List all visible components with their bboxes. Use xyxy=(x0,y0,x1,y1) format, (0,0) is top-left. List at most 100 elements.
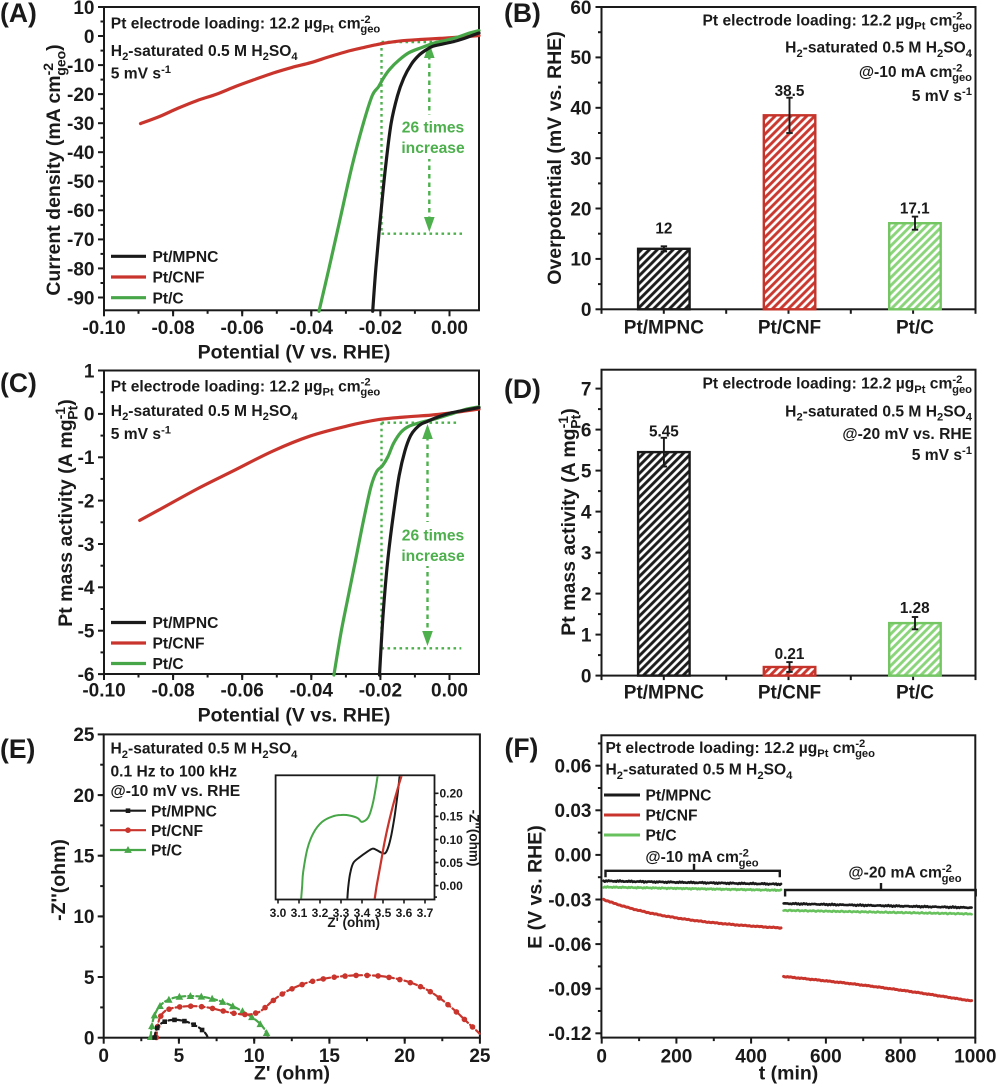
svg-text:5 mV s-1​: 5 mV s-1​ xyxy=(111,424,171,443)
svg-text:-2: -2 xyxy=(78,491,95,512)
svg-text:(E): (E) xyxy=(0,734,35,764)
svg-text:Pt mass activity (A mg-1Pt​): Pt mass activity (A mg-1Pt​) xyxy=(52,399,80,627)
svg-text:Pt/CNF: Pt/CNF xyxy=(758,683,821,704)
svg-text:0.06: 0.06 xyxy=(555,756,592,777)
svg-text:H2​-saturated 0.5 M H2​SO4​: H2​-saturated 0.5 M H2​SO4​ xyxy=(785,40,973,60)
svg-text:-0.04: -0.04 xyxy=(290,681,334,702)
svg-text:Pt/CNF: Pt/CNF xyxy=(646,808,698,825)
svg-text:2: 2 xyxy=(581,584,592,605)
svg-text:5: 5 xyxy=(84,968,95,989)
svg-text:(A): (A) xyxy=(0,0,37,28)
svg-text:Potential (V vs. RHE): Potential (V vs. RHE) xyxy=(198,705,391,727)
svg-text:15: 15 xyxy=(319,1046,341,1067)
svg-text:40: 40 xyxy=(570,99,591,120)
svg-text:5: 5 xyxy=(174,1046,185,1067)
svg-text:3.3: 3.3 xyxy=(333,906,350,920)
svg-text:Pt electrode loading: 12.2 µgP: Pt electrode loading: 12.2 µgPt​ cm-2geo… xyxy=(606,738,876,760)
svg-text:26 times: 26 times xyxy=(402,120,465,137)
svg-text:0.00: 0.00 xyxy=(555,846,592,867)
svg-text:26 times: 26 times xyxy=(402,527,465,544)
svg-text:200: 200 xyxy=(661,1046,693,1067)
svg-text:1000: 1000 xyxy=(954,1046,996,1067)
svg-text:0.10: 0.10 xyxy=(440,833,464,847)
svg-text:Pt/C: Pt/C xyxy=(896,683,934,704)
svg-text:-5: -5 xyxy=(78,622,95,643)
svg-text:Pt/C: Pt/C xyxy=(646,828,677,845)
svg-text:Pt/CNF: Pt/CNF xyxy=(153,636,205,653)
svg-text:15: 15 xyxy=(73,847,95,868)
svg-text:0: 0 xyxy=(596,1046,607,1067)
svg-text:H2​-saturated 0.5 M H2​SO4​: H2​-saturated 0.5 M H2​SO4​ xyxy=(606,762,794,782)
svg-text:Pt/C: Pt/C xyxy=(153,656,184,673)
svg-text:-30: -30 xyxy=(67,114,94,135)
svg-text:0: 0 xyxy=(98,1046,109,1067)
svg-text:Potential (V vs. RHE): Potential (V vs. RHE) xyxy=(198,342,391,364)
svg-text:-0.10: -0.10 xyxy=(82,318,125,339)
svg-text:-0.06: -0.06 xyxy=(548,935,591,956)
svg-text:-50: -50 xyxy=(67,172,94,193)
svg-text:20: 20 xyxy=(73,786,94,807)
svg-text:0: 0 xyxy=(581,666,592,687)
svg-text:Pt mass activity (A mg-1Pt​): Pt mass activity (A mg-1Pt​) xyxy=(555,408,583,636)
svg-text:-0.08: -0.08 xyxy=(151,681,194,702)
svg-text:10: 10 xyxy=(570,250,591,271)
svg-text:17.1: 17.1 xyxy=(900,200,930,217)
svg-text:-0.12: -0.12 xyxy=(548,1024,591,1045)
svg-text:Pt/CNF: Pt/CNF xyxy=(151,823,203,840)
svg-text:0.15: 0.15 xyxy=(440,810,464,824)
svg-text:-0.10: -0.10 xyxy=(82,681,125,702)
svg-text:(F): (F) xyxy=(505,733,539,763)
svg-text:Pt/MPNC: Pt/MPNC xyxy=(153,249,219,266)
svg-text:-0.09: -0.09 xyxy=(548,980,591,1001)
svg-text:Current density (mA cm-2geo​): Current density (mA cm-2geo​) xyxy=(40,44,68,295)
svg-text:30: 30 xyxy=(570,149,591,170)
svg-text:25: 25 xyxy=(73,725,95,746)
svg-text:-20: -20 xyxy=(67,85,94,106)
svg-text:-80: -80 xyxy=(67,259,94,280)
svg-text:Pt/MPNC: Pt/MPNC xyxy=(624,683,705,704)
svg-text:3.2: 3.2 xyxy=(312,906,329,920)
svg-text:(C): (C) xyxy=(0,368,37,398)
svg-text:3.0: 3.0 xyxy=(270,906,287,920)
svg-text:20: 20 xyxy=(394,1046,415,1067)
svg-text:(B): (B) xyxy=(504,0,541,28)
svg-text:12: 12 xyxy=(655,221,672,238)
svg-text:1.28: 1.28 xyxy=(900,600,930,617)
svg-text:0: 0 xyxy=(581,300,592,321)
svg-text:0.1 Hz to 100 kHz: 0.1 Hz to 100 kHz xyxy=(111,764,238,781)
svg-text:Pt/MPNC: Pt/MPNC xyxy=(646,788,712,805)
svg-text:3.1: 3.1 xyxy=(291,906,308,920)
svg-text:Pt/C: Pt/C xyxy=(151,843,182,860)
svg-text:50: 50 xyxy=(570,48,591,69)
svg-text:800: 800 xyxy=(885,1046,917,1067)
svg-text:H2​-saturated 0.5 M H2​SO4​: H2​-saturated 0.5 M H2​SO4​ xyxy=(111,741,299,761)
svg-text:-0.08: -0.08 xyxy=(151,318,194,339)
svg-text:H2​-saturated 0.5 M H2​SO4​: H2​-saturated 0.5 M H2​SO4​ xyxy=(111,403,299,423)
svg-text:-3: -3 xyxy=(78,535,95,556)
svg-text:Pt/CNF: Pt/CNF xyxy=(153,270,205,287)
svg-text:Overpotential (mV vs. RHE): Overpotential (mV vs. RHE) xyxy=(544,31,566,285)
svg-text:Pt electrode loading: 12.2 µgP: Pt electrode loading: 12.2 µgPt​ cm-2geo… xyxy=(111,14,381,36)
svg-text:3.4: 3.4 xyxy=(354,906,371,920)
svg-text:-1: -1 xyxy=(78,448,95,469)
svg-text:-10: -10 xyxy=(67,56,94,77)
svg-text:1: 1 xyxy=(581,625,592,646)
svg-text:increase: increase xyxy=(401,140,465,157)
svg-text:0.00: 0.00 xyxy=(431,318,468,339)
svg-text:38.5: 38.5 xyxy=(775,83,805,100)
svg-text:3.7: 3.7 xyxy=(417,906,434,920)
svg-text:10: 10 xyxy=(73,907,94,928)
svg-text:0.20: 0.20 xyxy=(440,787,464,801)
svg-text:Z' (ohm): Z' (ohm) xyxy=(327,915,380,930)
svg-text:10: 10 xyxy=(73,0,94,19)
svg-text:0.21: 0.21 xyxy=(775,646,805,663)
svg-text:-0.04: -0.04 xyxy=(290,318,334,339)
svg-text:t (min): t (min) xyxy=(759,1063,819,1085)
svg-text:-0.02: -0.02 xyxy=(359,318,402,339)
svg-text:5.45: 5.45 xyxy=(649,423,679,440)
svg-text:0: 0 xyxy=(84,405,95,426)
svg-text:@-20 mA cm-2geo​: @-20 mA cm-2geo​ xyxy=(848,863,961,885)
svg-text:6: 6 xyxy=(581,420,592,441)
svg-text:7: 7 xyxy=(581,379,592,400)
svg-text:E (V vs. RHE): E (V vs. RHE) xyxy=(525,825,547,949)
